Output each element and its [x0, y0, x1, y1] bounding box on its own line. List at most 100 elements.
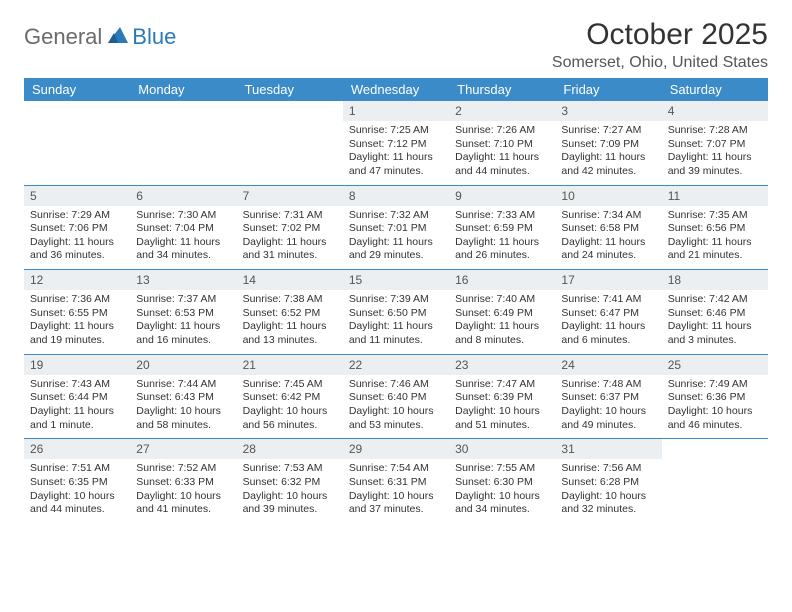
logo-text-blue: Blue [132, 24, 176, 50]
day-body: Sunrise: 7:56 AM Sunset: 6:28 PM Daylight:… [555, 459, 661, 523]
day-number: 23 [449, 355, 555, 375]
day-body: Sunrise: 7:36 AMSunset: 6:55 PMDaylight:… [24, 290, 130, 354]
daylight-line: Daylight: 10 hours and 51 minutes. [455, 405, 540, 431]
sunset-line: Sunset: 6:33 PM [136, 476, 214, 488]
day-body: Sunrise: 7:53 AMSunset: 6:32 PMDaylight:… [237, 459, 343, 523]
calendar-cell: 23Sunrise: 7:47 AMSunset: 6:39 PMDayligh… [449, 354, 555, 439]
calendar-cell: 10Sunrise: 7:34 AMSunset: 6:58 PMDayligh… [555, 185, 661, 270]
sunset-line: Sunset: 6:42 PM [243, 391, 321, 403]
daylight-line: Daylight: 10 hours and 32 minutes. [561, 490, 646, 516]
day-body: Sunrise: 7:51 AMSunset: 6:35 PMDaylight:… [24, 459, 130, 523]
sunrise-line: Sunrise: 7:37 AM [136, 293, 216, 305]
calendar-cell: 5Sunrise: 7:29 AMSunset: 7:06 PMDaylight… [24, 185, 130, 270]
daylight-line: Daylight: 10 hours and 58 minutes. [136, 405, 221, 431]
day-body: Sunrise: 7:55 AMSunset: 6:30 PMDaylight:… [449, 459, 555, 523]
calendar-cell: 30Sunrise: 7:55 AMSunset: 6:30 PMDayligh… [449, 439, 555, 523]
sunrise-line: Sunrise: 7:31 AM [243, 209, 323, 221]
day-number: 13 [130, 270, 236, 290]
weekday-header: Saturday [662, 78, 768, 101]
logo-sail-icon [106, 25, 130, 50]
day-body: Sunrise: 7:47 AMSunset: 6:39 PMDaylight:… [449, 375, 555, 439]
day-body: Sunrise: 7:43 AMSunset: 6:44 PMDaylight:… [24, 375, 130, 439]
daylight-line: Daylight: 10 hours and 46 minutes. [668, 405, 753, 431]
sunrise-line: Sunrise: 7:46 AM [349, 378, 429, 390]
daylight-line: Daylight: 10 hours and 37 minutes. [349, 490, 434, 516]
daylight-line: Daylight: 11 hours and 8 minutes. [455, 320, 539, 346]
sunset-line: Sunset: 6:28 PM [561, 476, 639, 488]
day-number: 29 [343, 439, 449, 459]
sunrise-line: Sunrise: 7:30 AM [136, 209, 216, 221]
day-number: 10 [555, 186, 661, 206]
day-number: 11 [662, 186, 768, 206]
calendar-cell: 18Sunrise: 7:42 AMSunset: 6:46 PMDayligh… [662, 270, 768, 355]
day-number: 15 [343, 270, 449, 290]
day-body: Sunrise: 7:31 AMSunset: 7:02 PMDaylight:… [237, 206, 343, 270]
calendar-cell: 15Sunrise: 7:39 AMSunset: 6:50 PMDayligh… [343, 270, 449, 355]
sunrise-line: Sunrise: 7:44 AM [136, 378, 216, 390]
location: Somerset, Ohio, United States [552, 54, 768, 72]
sunset-line: Sunset: 6:39 PM [455, 391, 533, 403]
day-number: 14 [237, 270, 343, 290]
weekday-header: Wednesday [343, 78, 449, 101]
calendar-cell: 21Sunrise: 7:45 AMSunset: 6:42 PMDayligh… [237, 354, 343, 439]
daylight-line: Daylight: 11 hours and 24 minutes. [561, 236, 645, 262]
daylight-line: Daylight: 10 hours and 34 minutes. [455, 490, 540, 516]
day-number: 12 [24, 270, 130, 290]
daylight-line: Daylight: 11 hours and 31 minutes. [243, 236, 327, 262]
day-number: 17 [555, 270, 661, 290]
day-body: Sunrise: 7:27 AMSunset: 7:09 PMDaylight:… [555, 121, 661, 185]
sunrise-line: Sunrise: 7:35 AM [668, 209, 748, 221]
page-header: General Blue October 2025 Somerset, Ohio… [24, 18, 768, 72]
daylight-line: Daylight: 11 hours and 16 minutes. [136, 320, 220, 346]
logo: General Blue [24, 18, 176, 50]
daylight-line: Daylight: 10 hours and 56 minutes. [243, 405, 328, 431]
calendar-cell: 6Sunrise: 7:30 AMSunset: 7:04 PMDaylight… [130, 185, 236, 270]
day-number: 19 [24, 355, 130, 375]
calendar-header-row: SundayMondayTuesdayWednesdayThursdayFrid… [24, 78, 768, 101]
day-number: 3 [555, 101, 661, 121]
sunset-line: Sunset: 6:43 PM [136, 391, 214, 403]
logo-text-general: General [24, 24, 102, 50]
calendar-cell: 11Sunrise: 7:35 AMSunset: 6:56 PMDayligh… [662, 185, 768, 270]
sunrise-line: Sunrise: 7:38 AM [243, 293, 323, 305]
sunset-line: Sunset: 6:32 PM [243, 476, 321, 488]
day-number: 25 [662, 355, 768, 375]
sunset-line: Sunset: 7:07 PM [668, 138, 746, 150]
calendar-cell: 28Sunrise: 7:53 AMSunset: 6:32 PMDayligh… [237, 439, 343, 523]
sunset-line: Sunset: 6:49 PM [455, 307, 533, 319]
daylight-line: Daylight: 10 hours and 44 minutes. [30, 490, 115, 516]
sunrise-line: Sunrise: 7:41 AM [561, 293, 641, 305]
daylight-line: Daylight: 10 hours and 49 minutes. [561, 405, 646, 431]
sunset-line: Sunset: 7:01 PM [349, 222, 427, 234]
day-body: Sunrise: 7:52 AMSunset: 6:33 PMDaylight:… [130, 459, 236, 523]
sunrise-line: Sunrise: 7:53 AM [243, 462, 323, 474]
calendar-cell [237, 101, 343, 185]
daylight-line: Daylight: 11 hours and 39 minutes. [668, 151, 752, 177]
daylight-line: Daylight: 10 hours and 53 minutes. [349, 405, 434, 431]
day-number: 4 [662, 101, 768, 121]
sunset-line: Sunset: 6:47 PM [561, 307, 639, 319]
calendar-cell [662, 439, 768, 523]
calendar-cell: 2Sunrise: 7:26 AMSunset: 7:10 PMDaylight… [449, 101, 555, 185]
calendar-cell: 20Sunrise: 7:44 AMSunset: 6:43 PMDayligh… [130, 354, 236, 439]
day-number: 18 [662, 270, 768, 290]
daylight-line: Daylight: 11 hours and 29 minutes. [349, 236, 433, 262]
daylight-line: Daylight: 11 hours and 6 minutes. [561, 320, 645, 346]
daylight-line: Daylight: 10 hours and 41 minutes. [136, 490, 221, 516]
daylight-line: Daylight: 11 hours and 3 minutes. [668, 320, 752, 346]
day-body: Sunrise: 7:42 AMSunset: 6:46 PMDaylight:… [662, 290, 768, 354]
sunrise-line: Sunrise: 7:28 AM [668, 124, 748, 136]
sunrise-line: Sunrise: 7:36 AM [30, 293, 110, 305]
calendar-cell: 16Sunrise: 7:40 AMSunset: 6:49 PMDayligh… [449, 270, 555, 355]
sunrise-line: Sunrise: 7:56 AM [561, 462, 641, 474]
sunset-line: Sunset: 6:59 PM [455, 222, 533, 234]
weekday-header: Friday [555, 78, 661, 101]
daylight-line: Daylight: 11 hours and 36 minutes. [30, 236, 114, 262]
calendar-cell [130, 101, 236, 185]
day-number: 24 [555, 355, 661, 375]
day-body: Sunrise: 7:29 AMSunset: 7:06 PMDaylight:… [24, 206, 130, 270]
day-number: 16 [449, 270, 555, 290]
day-body: Sunrise: 7:25 AMSunset: 7:12 PMDaylight:… [343, 121, 449, 185]
calendar-week-row: 19Sunrise: 7:43 AMSunset: 6:44 PMDayligh… [24, 354, 768, 439]
calendar-cell: 25Sunrise: 7:49 AMSunset: 6:36 PMDayligh… [662, 354, 768, 439]
